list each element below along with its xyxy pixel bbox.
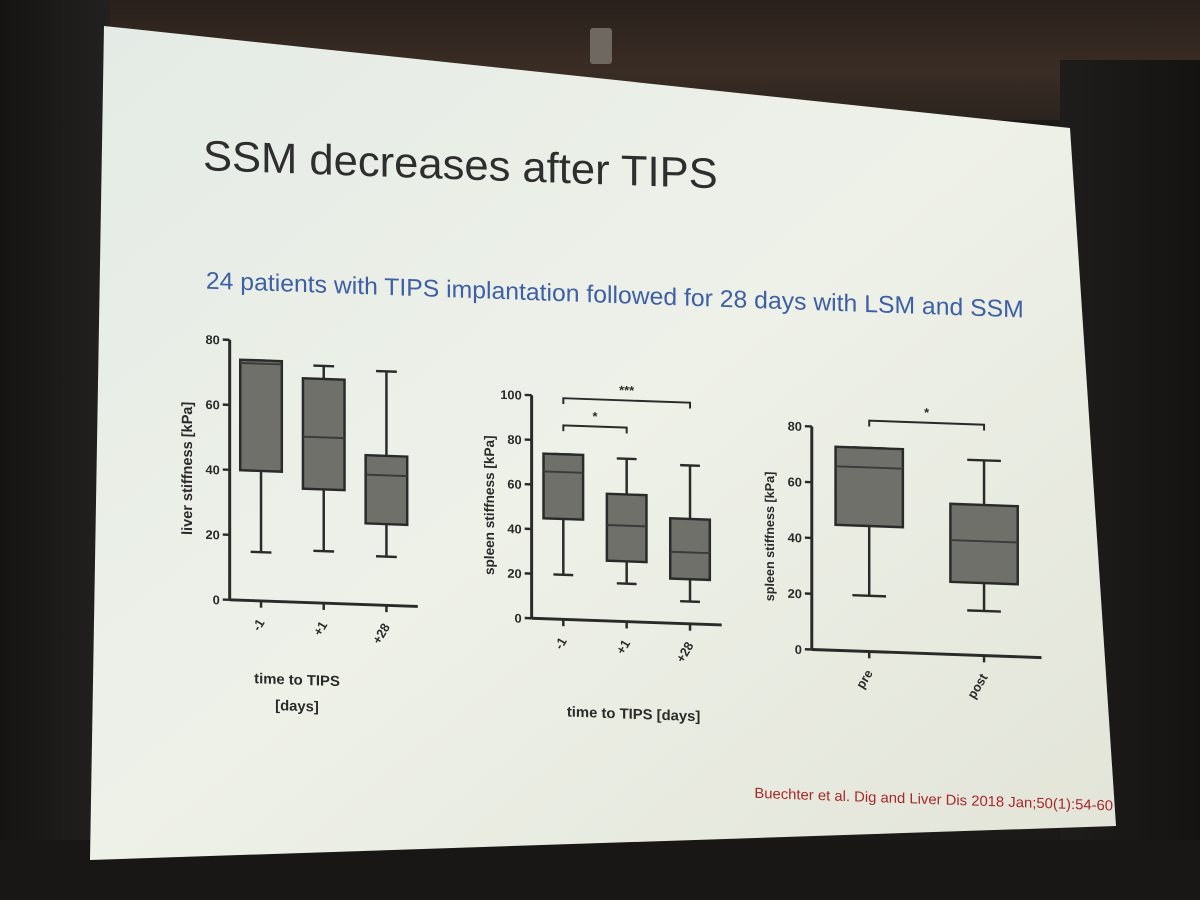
significance-label: * (592, 409, 597, 424)
y-tick-label: 60 (205, 397, 219, 412)
box (605, 492, 648, 564)
max-cap (680, 463, 700, 468)
y-tick-label: 80 (788, 419, 802, 434)
significance-bracket (868, 419, 986, 431)
min-cap (553, 573, 574, 577)
min-cap (313, 549, 335, 553)
y-tick-label: 40 (507, 521, 521, 536)
box (834, 445, 905, 529)
box (301, 376, 346, 492)
y-tick-label: 60 (507, 477, 521, 492)
median-line (835, 465, 903, 470)
significance-bracket (562, 397, 692, 409)
y-tick-label: 60 (788, 474, 802, 489)
min-cap (852, 593, 887, 598)
x-tick-label: +1 (310, 618, 330, 638)
significance-label: *** (619, 382, 634, 397)
median-line (365, 473, 408, 478)
median-line (950, 539, 1018, 544)
box (949, 502, 1019, 586)
box (668, 517, 712, 582)
x-axis-label: time to TIPS (254, 671, 340, 690)
median-line (240, 362, 282, 366)
max-cap (616, 457, 637, 461)
max-cap (967, 458, 1001, 463)
y-axis-label: liver stiffness [kPa] (180, 401, 196, 535)
y-axis-label: spleen stiffness [kPa] (482, 435, 497, 575)
y-tick-label: 0 (213, 592, 220, 607)
box (542, 452, 585, 521)
y-tick-label: 100 (500, 387, 521, 403)
median-line (302, 435, 345, 440)
min-cap (250, 550, 272, 554)
x-axis-line (811, 648, 1042, 660)
median-line (543, 470, 584, 474)
y-tick-label: 80 (507, 432, 521, 447)
min-cap (616, 582, 637, 586)
y-tick-label: 20 (507, 566, 521, 581)
y-tick-label: 0 (795, 642, 802, 657)
box (239, 358, 284, 473)
min-cap (967, 609, 1001, 613)
min-cap (680, 599, 700, 604)
y-tick-label: 40 (205, 462, 219, 477)
significance-bracket (562, 424, 628, 434)
median-line (670, 550, 710, 555)
y-tick-label: 20 (788, 586, 802, 601)
min-cap (376, 555, 397, 559)
y-tick-label: 0 (515, 611, 522, 626)
x-axis-label: [days] (275, 698, 319, 715)
max-cap (376, 369, 397, 373)
max-cap (313, 364, 335, 368)
projector-mount (590, 28, 612, 64)
median-line (606, 524, 647, 528)
significance-label: * (924, 405, 929, 420)
x-tick-label: +1 (613, 637, 633, 657)
y-tick-label: 20 (205, 527, 219, 542)
y-tick-label: 40 (788, 530, 802, 545)
y-tick-label: 80 (205, 332, 219, 347)
room-left-wall (0, 0, 110, 900)
x-axis-label: time to TIPS [days] (567, 705, 701, 726)
y-axis-label: spleen stiffness [kPa] (762, 471, 777, 601)
box (364, 453, 409, 527)
